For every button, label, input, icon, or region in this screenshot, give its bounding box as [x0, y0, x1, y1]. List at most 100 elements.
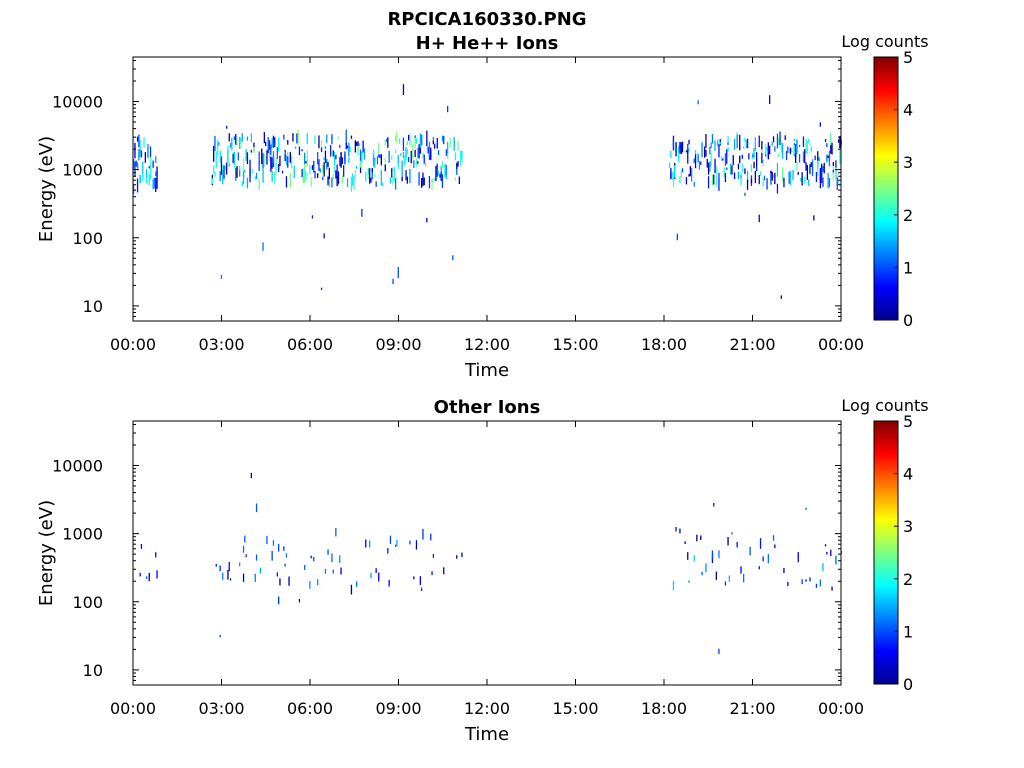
heatmap-cell: [736, 134, 738, 148]
heatmap-cell: [237, 152, 239, 161]
colorbar-tick-label: 3: [903, 153, 913, 172]
heatmap-cell: [291, 155, 293, 169]
heatmap-cell: [839, 148, 841, 165]
heatmap-cell: [268, 149, 271, 161]
heatmap-cell: [284, 150, 286, 162]
heatmap-cell: [832, 164, 834, 181]
heatmap-cell: [811, 161, 814, 177]
heatmap-cell: [783, 567, 785, 574]
heatmap-cell: [233, 136, 236, 141]
heatmap-cell: [323, 162, 325, 177]
colorbar-tick-label: 0: [903, 675, 913, 694]
heatmap-cell: [806, 165, 808, 180]
heatmap-cell: [262, 168, 264, 183]
heatmap-cell: [804, 149, 806, 164]
heatmap-cell: [393, 167, 395, 181]
heatmap-cell: [231, 137, 233, 151]
heatmap-cell: [753, 161, 755, 169]
colorbar-tick-label: 2: [903, 206, 913, 225]
heatmap-cell: [240, 137, 242, 145]
heatmap-cell: [815, 171, 818, 183]
heatmap-cell: [434, 143, 436, 149]
heatmap-cell: [239, 169, 241, 177]
heatmap-cell: [772, 136, 775, 143]
heatmap-cell: [687, 149, 689, 164]
plot-frame: [132, 56, 842, 322]
heatmap-cell: [417, 147, 419, 159]
heatmap-cell: [805, 579, 807, 582]
heatmap-cell: [284, 152, 286, 155]
heatmap-cell: [688, 174, 690, 177]
heatmap-cell: [389, 177, 392, 184]
heatmap-cell: [458, 176, 460, 184]
heatmap-cell: [226, 125, 228, 129]
heatmap-cell: [832, 162, 834, 166]
heatmap-cell: [713, 174, 715, 185]
heatmap-cell: [333, 151, 336, 166]
heatmap-cell: [222, 170, 224, 185]
heatmap-cell: [417, 161, 419, 164]
heatmap-cell: [359, 156, 362, 168]
heatmap-cell: [278, 163, 280, 173]
heatmap-cell: [776, 133, 779, 149]
heatmap-cell: [229, 142, 232, 148]
heatmap-cell: [723, 167, 725, 178]
heatmap-cell: [809, 577, 811, 582]
heatmap-cell: [240, 145, 242, 148]
heatmap-cell: [287, 140, 289, 145]
heatmap-cell: [461, 157, 463, 162]
heatmap-cell: [693, 181, 695, 187]
heatmap-cell: [426, 218, 428, 223]
heatmap-cell: [388, 150, 390, 163]
heatmap-cell: [780, 142, 782, 153]
heatmap-cell: [776, 162, 779, 177]
heatmap-cell: [384, 158, 386, 164]
x-tick-label: 03:00: [198, 335, 244, 354]
heatmap-cell: [139, 175, 141, 184]
heatmap-cell: [796, 161, 798, 171]
heatmap-cell: [275, 158, 277, 175]
heatmap-cell: [797, 171, 799, 175]
heatmap-cell: [211, 178, 213, 184]
heatmap-cell: [401, 176, 403, 182]
heatmap-cell: [402, 137, 405, 151]
heatmap-cell: [242, 169, 245, 178]
heatmap-cell: [152, 178, 154, 190]
heatmap-cell: [762, 178, 764, 187]
heatmap-cell: [678, 145, 680, 155]
heatmap-cell: [398, 138, 401, 144]
heatmap-cell: [246, 177, 249, 189]
heatmap-cell: [828, 155, 831, 162]
heatmap-cell: [720, 156, 723, 161]
heatmap-cell: [326, 158, 328, 170]
heatmap-cell: [431, 178, 433, 191]
heatmap-cell: [263, 153, 265, 167]
heatmap-cell: [805, 507, 807, 510]
heatmap-cell: [789, 147, 792, 153]
heatmap-cell: [761, 153, 763, 163]
heatmap-cell: [152, 160, 154, 168]
heatmap-cell: [447, 141, 449, 154]
heatmap-cell: [214, 135, 216, 151]
heatmap-cell: [687, 552, 689, 560]
heatmap-cell: [718, 648, 720, 654]
heatmap-cell: [694, 154, 697, 169]
heatmap-cell: [406, 141, 408, 146]
heatmap-cell: [743, 573, 745, 583]
x-axis-label: Time: [464, 360, 509, 381]
heatmap-cell: [226, 162, 228, 175]
heatmap-cell: [746, 170, 749, 182]
heatmap-cell: [804, 176, 806, 183]
heatmap-cell: [453, 136, 455, 151]
heatmap-cell: [836, 177, 838, 190]
heatmap-cell: [216, 148, 219, 156]
x-tick-label: 12:00: [464, 699, 510, 718]
heatmap-cell: [139, 572, 141, 577]
heatmap-cell: [711, 174, 714, 186]
heatmap-cell: [387, 548, 389, 554]
heatmap-cell: [423, 154, 425, 164]
heatmap-cell: [155, 171, 157, 176]
heatmap-cell: [304, 565, 306, 570]
x-tick-label: 09:00: [375, 335, 421, 354]
